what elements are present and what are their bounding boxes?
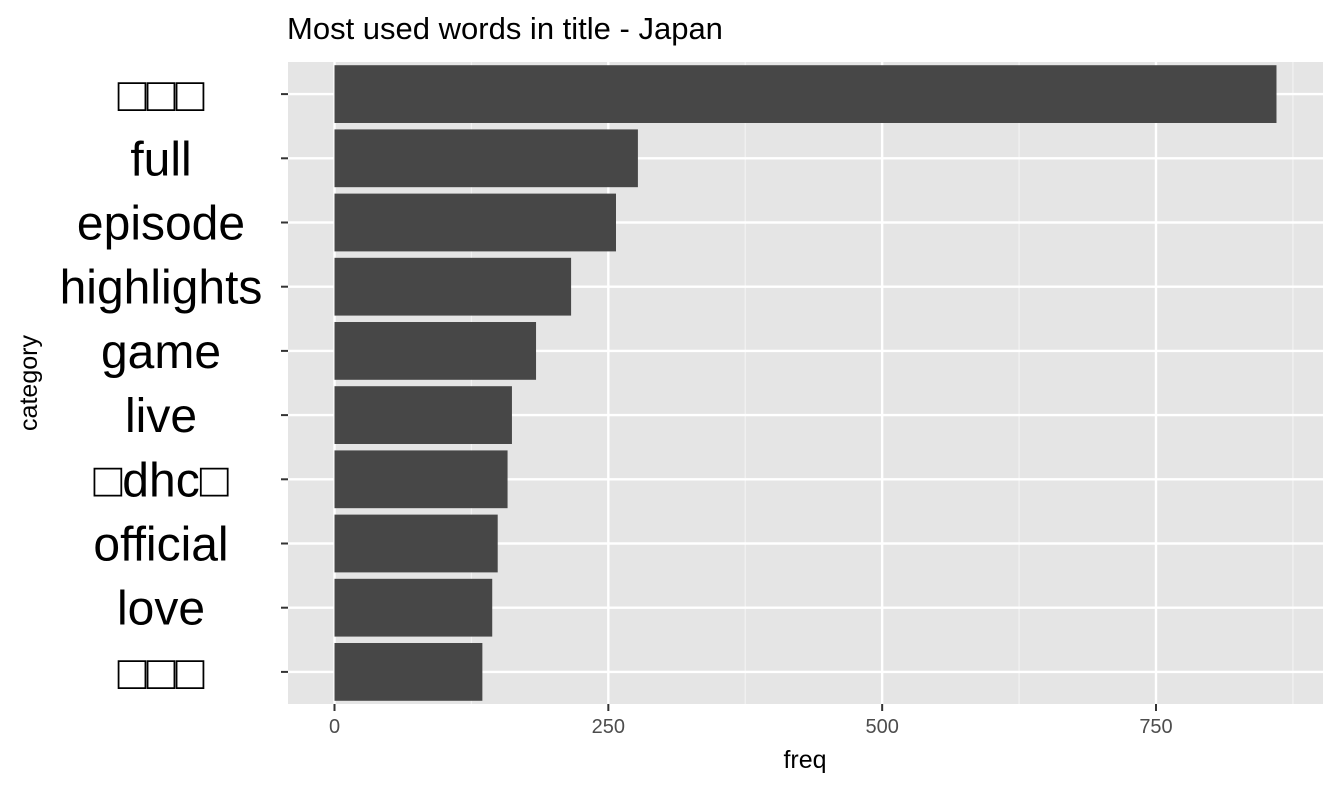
bar <box>334 450 508 509</box>
y-tick-label: □□□ <box>118 647 205 700</box>
y-tick-label: official <box>93 519 228 572</box>
bar <box>334 65 1277 123</box>
bar <box>334 514 498 573</box>
y-tick-label: live <box>125 390 197 443</box>
bar <box>334 643 483 701</box>
x-tick-label: 0 <box>329 716 340 738</box>
y-tick-label: game <box>101 326 221 379</box>
x-tick-label: 500 <box>865 716 898 738</box>
x-tick-label: 250 <box>592 716 625 738</box>
x-axis-title: freq <box>783 746 826 774</box>
x-axis-ticks <box>333 704 1157 711</box>
bars <box>334 65 1277 701</box>
bar <box>334 578 493 637</box>
y-tick-label: □dhc□ <box>93 454 228 507</box>
bar <box>334 386 512 444</box>
y-axis-title: category <box>15 335 43 431</box>
y-tick-label: love <box>117 583 205 636</box>
y-tick-label: full <box>130 133 191 186</box>
y-tick-label: episode <box>77 198 245 251</box>
chart-title: Most used words in title - Japan <box>287 11 723 46</box>
bar <box>334 322 537 380</box>
y-tick-label: highlights <box>60 262 263 315</box>
y-tick-label: □□□ <box>118 69 205 122</box>
x-tick-label: 750 <box>1139 716 1172 738</box>
bar <box>334 193 617 252</box>
y-axis-ticks <box>281 93 288 673</box>
bar <box>334 257 572 316</box>
x-axis-labels: 0 250 500 750 <box>329 716 1173 738</box>
y-axis-labels: □□□ full episode highlights game live □dhc□ off… <box>60 69 263 700</box>
bar <box>334 129 638 188</box>
